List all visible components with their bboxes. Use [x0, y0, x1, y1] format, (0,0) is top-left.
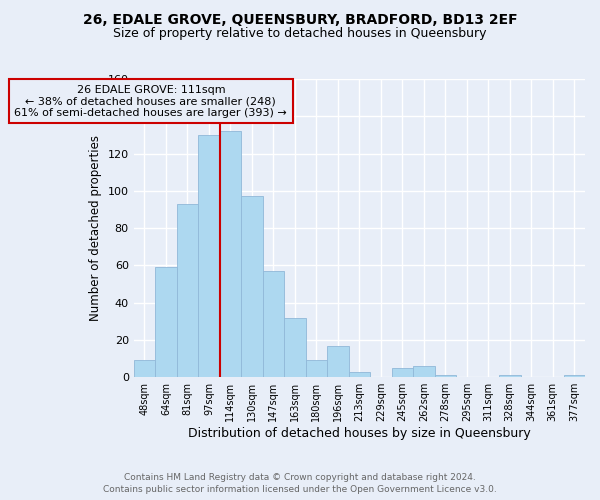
Bar: [413, 366, 434, 377]
Bar: [499, 376, 521, 377]
Bar: [198, 135, 220, 377]
Text: Size of property relative to detached houses in Queensbury: Size of property relative to detached ho…: [113, 28, 487, 40]
Text: 26 EDALE GROVE: 111sqm
← 38% of detached houses are smaller (248)
61% of semi-de: 26 EDALE GROVE: 111sqm ← 38% of detached…: [14, 84, 287, 118]
Text: 26, EDALE GROVE, QUEENSBURY, BRADFORD, BD13 2EF: 26, EDALE GROVE, QUEENSBURY, BRADFORD, B…: [83, 12, 517, 26]
Bar: [176, 204, 198, 377]
Bar: [155, 267, 176, 377]
Bar: [284, 318, 305, 377]
Bar: [434, 376, 456, 377]
Bar: [349, 372, 370, 377]
Bar: [327, 346, 349, 377]
Bar: [263, 271, 284, 377]
Bar: [563, 376, 585, 377]
Bar: [305, 360, 327, 377]
Bar: [134, 360, 155, 377]
Bar: [241, 196, 263, 377]
Bar: [220, 131, 241, 377]
Text: Contains public sector information licensed under the Open Government Licence v3: Contains public sector information licen…: [103, 485, 497, 494]
X-axis label: Distribution of detached houses by size in Queensbury: Distribution of detached houses by size …: [188, 427, 531, 440]
Bar: [392, 368, 413, 377]
Text: Contains HM Land Registry data © Crown copyright and database right 2024.: Contains HM Land Registry data © Crown c…: [124, 472, 476, 482]
Y-axis label: Number of detached properties: Number of detached properties: [89, 135, 102, 321]
